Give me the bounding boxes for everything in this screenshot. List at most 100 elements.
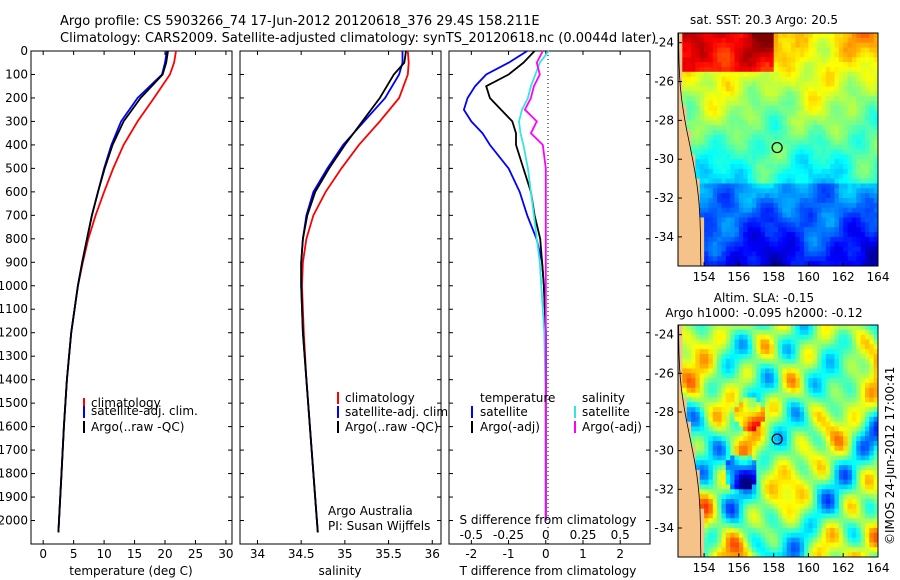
map-cell — [786, 470, 792, 476]
map-cell — [743, 62, 748, 68]
map-cell — [734, 168, 740, 175]
map-cell — [699, 178, 705, 184]
map-cell — [747, 110, 753, 117]
map-cell — [834, 407, 840, 413]
map-cell — [695, 325, 701, 331]
map-cell — [717, 115, 722, 121]
x2-tick-label: 0.25 — [570, 528, 597, 542]
map-cell — [717, 168, 722, 175]
map-cell — [847, 513, 853, 519]
map-cell — [838, 52, 844, 58]
map-cell — [834, 33, 840, 39]
map-cell — [856, 251, 862, 257]
map-cell — [678, 358, 683, 365]
map-cell — [738, 236, 744, 243]
map-cell — [695, 139, 701, 146]
y-tick-label: 1300 — [0, 349, 28, 363]
map-cell — [769, 494, 775, 500]
map-cell — [704, 101, 709, 107]
map-cell — [686, 532, 692, 539]
map-cell — [791, 542, 796, 548]
map-cell — [756, 207, 762, 214]
map-cell — [791, 217, 796, 223]
map-cell — [734, 149, 740, 155]
map-cell — [817, 222, 822, 228]
map-cell — [812, 450, 818, 456]
map-cell — [873, 523, 879, 529]
map-cell — [791, 62, 796, 68]
map-cell — [799, 86, 805, 92]
map-cell — [765, 144, 770, 150]
map-cell — [691, 173, 696, 180]
map-cell — [699, 139, 705, 146]
map-cell — [712, 227, 718, 233]
map-cell — [695, 407, 701, 413]
map-cell — [691, 202, 696, 209]
map-cell — [812, 479, 818, 485]
map-cell — [769, 518, 775, 524]
map-cell — [760, 421, 766, 427]
map-cell — [725, 246, 731, 252]
map-cell — [760, 402, 766, 408]
map-cell — [847, 120, 853, 126]
map-cell — [738, 373, 744, 379]
map-cell — [795, 436, 801, 442]
map-cell — [678, 339, 683, 345]
map-cell — [686, 96, 692, 102]
map-cell — [817, 178, 822, 184]
map-cell — [865, 144, 870, 150]
map-cell — [865, 212, 870, 218]
y-tick-label: 1600 — [0, 420, 28, 434]
map-cell — [812, 168, 818, 175]
map-cell — [851, 91, 857, 97]
map-cell — [821, 532, 827, 539]
map-cell — [786, 518, 792, 524]
map-cell — [782, 325, 788, 331]
map-cell — [738, 441, 744, 447]
map-cell — [786, 431, 792, 437]
map-cell — [812, 407, 818, 413]
map-cell — [695, 383, 701, 389]
map-cell — [856, 217, 862, 223]
map-cell — [795, 368, 801, 374]
map-cell — [812, 67, 818, 73]
map-cell — [725, 178, 731, 184]
map-cell — [773, 246, 779, 252]
map-cell — [821, 489, 827, 495]
map-cell — [695, 363, 701, 369]
map-cell — [799, 81, 805, 87]
map-cell — [708, 207, 714, 214]
map-cell — [865, 329, 870, 336]
map-cell — [725, 460, 731, 466]
map-cell — [773, 397, 779, 403]
map-cell — [743, 71, 748, 78]
map-cell — [812, 47, 818, 53]
map-cell — [838, 37, 844, 44]
map-cell — [734, 499, 740, 505]
map-cell — [817, 532, 822, 539]
map-cell — [838, 217, 844, 223]
map-cell — [873, 484, 879, 490]
map-cell — [704, 416, 709, 423]
map-cell — [773, 489, 779, 495]
map-cell — [712, 125, 718, 131]
map-cell — [795, 426, 801, 432]
map-cell — [873, 460, 879, 466]
map-cell — [778, 212, 783, 218]
map-cell — [725, 33, 731, 39]
map-cell — [678, 421, 683, 427]
map-cell — [704, 474, 709, 481]
map-cell — [760, 547, 766, 553]
map-cell — [825, 159, 831, 165]
map-cell — [734, 513, 740, 519]
map-cell — [786, 241, 792, 248]
map-cell — [817, 149, 822, 155]
map-cell — [765, 105, 770, 112]
map-cell — [691, 251, 696, 257]
map-cell — [725, 547, 731, 553]
map-cell — [712, 71, 718, 78]
map-cell — [873, 479, 879, 485]
map-cell — [830, 178, 835, 184]
map-cell — [873, 101, 879, 107]
map-cell — [808, 144, 814, 150]
